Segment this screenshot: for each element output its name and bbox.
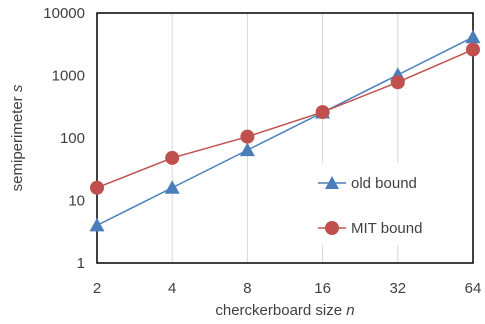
y-tick-label: 100	[60, 130, 85, 147]
y-tick-labels: 1 10 100 1000 10000	[43, 5, 85, 272]
data-point-mit-bound	[90, 180, 104, 195]
y-tick-label: 1000	[52, 68, 85, 85]
x-tick-label: 16	[314, 280, 331, 297]
y-tick-label: 10000	[43, 5, 85, 22]
legend: old bound MIT bound	[305, 163, 445, 245]
x-tick-label: 4	[168, 280, 176, 297]
legend-item-mit-bound: MIT bound	[318, 220, 422, 237]
data-point-old-bound	[164, 180, 180, 194]
x-tick-label: 2	[93, 280, 101, 297]
legend-old-bound-marker	[325, 176, 339, 189]
legend-mit-bound-label: MIT bound	[351, 220, 422, 237]
data-point-old-bound	[465, 29, 481, 44]
data-point-mit-bound	[390, 75, 405, 90]
x-tick-label: 64	[465, 280, 482, 297]
data-point-mit-bound	[315, 105, 330, 120]
legend-item-old-bound: old bound	[318, 175, 417, 192]
y-tick-label: 10	[68, 193, 85, 210]
x-axis-title: cherckerboard size n	[215, 302, 354, 319]
series-line-mit-bound	[96, 48, 474, 189]
series-mit-bound	[90, 42, 480, 195]
x-tick-labels: 2 4 8 16 32 64	[93, 280, 482, 297]
data-point-old-bound	[239, 142, 255, 157]
data-point-mit-bound	[466, 42, 480, 57]
plot-frame	[96, 12, 474, 264]
legend-mit-bound-marker	[325, 221, 339, 235]
legend-old-bound-label: old bound	[351, 175, 417, 192]
data-point-mit-bound	[165, 150, 180, 165]
data-point-mit-bound	[240, 129, 255, 144]
series-line-old-bound	[96, 36, 474, 227]
data-point-old-bound	[89, 217, 105, 232]
x-tick-label: 32	[389, 280, 406, 297]
series-layer	[89, 29, 481, 232]
x-tick-label: 8	[243, 280, 251, 297]
y-axis-title: semiperimeter s	[9, 84, 26, 191]
y-tick-label: 1	[77, 255, 85, 272]
